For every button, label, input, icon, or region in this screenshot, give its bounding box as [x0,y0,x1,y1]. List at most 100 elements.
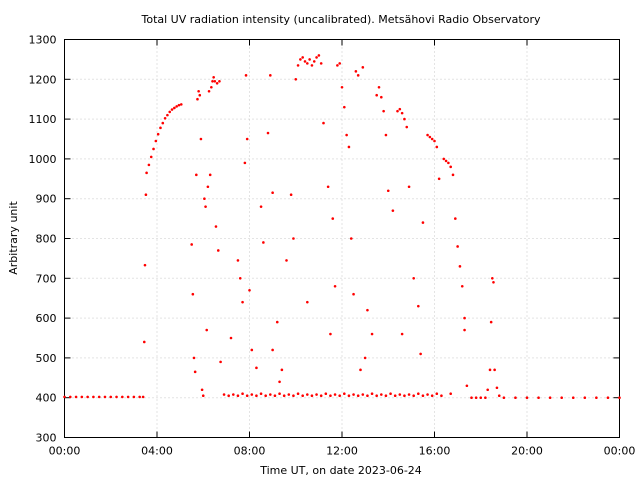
data-point [403,117,406,121]
data-point [310,394,314,398]
data-point [211,79,214,83]
data-point [280,368,284,372]
data-point [241,392,244,396]
data-point [537,396,540,400]
data-point [299,58,302,61]
x-axis-label: Time UT, on date 2023-06-24 [259,464,422,477]
data-point [144,193,148,197]
data-point [301,56,304,59]
data-point [437,177,441,181]
data-point [199,137,203,141]
data-point [435,145,439,149]
data-point [266,131,270,135]
axis-ticks: 00:00 04:00 08:00 12:00 16:00 20:00 00:0030040… [29,34,636,458]
data-point [196,97,199,101]
data-point [398,107,402,111]
data-point [203,197,206,200]
data-point [458,265,462,268]
data-point [245,137,249,141]
data-point [212,76,215,79]
data-point [514,396,517,400]
data-point [255,366,258,370]
data-point [492,280,495,284]
data-point [479,396,483,400]
data-points [63,54,621,400]
data-point [264,394,267,398]
data-point [306,62,309,65]
data-point [345,133,348,137]
data-point [292,394,295,398]
data-point [294,78,298,81]
data-point [236,259,240,262]
data-point [375,93,378,97]
data-point [210,85,213,89]
data-point [444,159,448,163]
data-point [363,356,367,360]
data-point [349,237,353,240]
data-point [198,93,202,97]
data-point [488,368,492,372]
data-point [201,394,205,398]
data-point [317,54,321,57]
data-point [343,105,346,109]
y-tick-label: 500 [36,352,57,365]
y-tick-label: 300 [36,432,57,445]
data-point [92,395,95,399]
data-point [525,396,529,400]
data-point [407,393,411,396]
data-point [232,393,235,396]
data-point [389,392,392,396]
data-point [269,74,272,77]
data-point [207,89,211,93]
y-tick-label: 1000 [29,153,57,166]
data-point [282,394,286,398]
data-point [396,109,399,113]
data-point [340,85,344,89]
data-point [103,395,107,399]
data-point [132,395,136,399]
data-point [333,393,337,396]
data-point [177,103,181,107]
data-point [204,205,207,208]
data-point [391,209,395,212]
x-tick-label: 12:00 [326,445,358,458]
data-point [333,284,337,288]
data-point [430,394,434,398]
data-point [143,263,147,267]
data-point [454,217,457,220]
x-tick-label: 16:00 [419,445,451,458]
data-point [241,300,244,304]
data-point [218,79,221,83]
y-tick-label: 1300 [29,34,57,47]
data-point [68,395,72,399]
data-point [166,113,169,117]
data-point [493,368,496,372]
data-point [440,394,443,398]
data-point [495,386,499,390]
data-point [141,395,145,399]
data-point [168,110,172,114]
data-point [421,394,425,398]
data-point [147,163,151,167]
data-point [489,320,493,324]
data-point [115,395,118,399]
data-point [273,394,277,398]
y-tick-label: 800 [36,233,57,246]
data-point [465,384,469,388]
data-point [398,393,402,396]
data-point [142,340,146,344]
data-point [259,392,263,396]
data-point [149,155,153,159]
data-point [197,89,200,93]
y-axis-label: Arbitrary unit [7,201,20,275]
data-point [278,392,281,396]
data-point [161,121,165,125]
data-point [200,388,204,392]
data-point [248,288,251,292]
data-point [315,56,318,59]
data-point [451,173,455,177]
data-point [571,396,575,400]
data-point [262,241,265,244]
data-point [271,348,274,352]
data-point [275,320,279,324]
